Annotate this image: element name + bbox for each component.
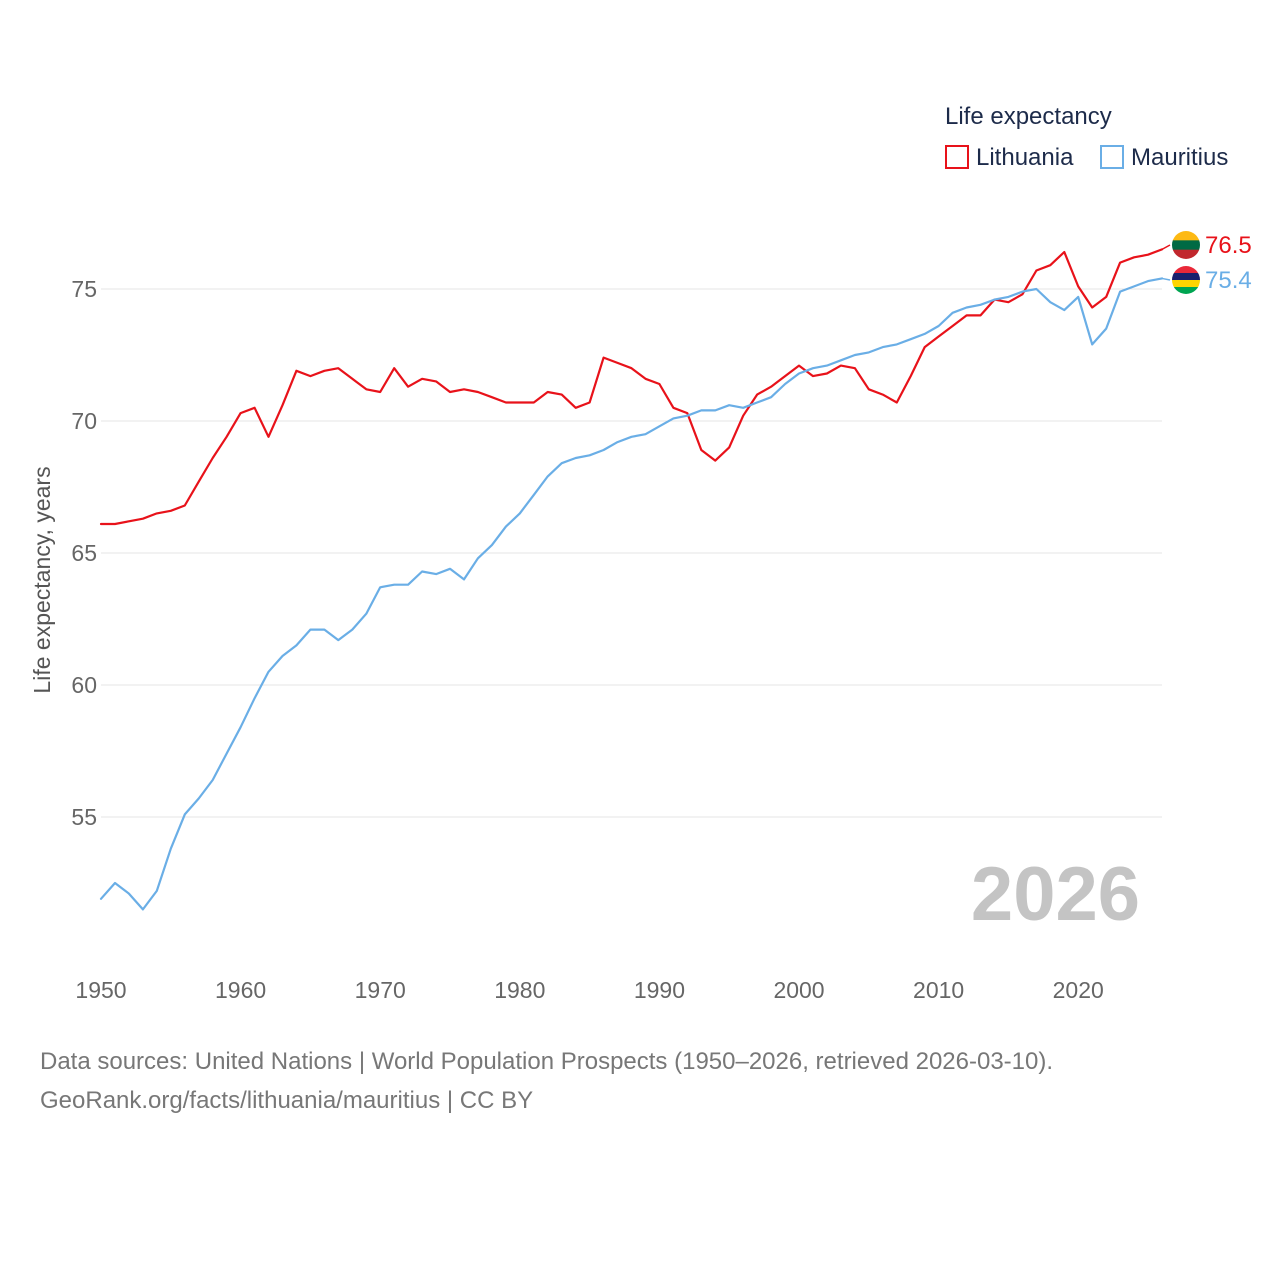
series-line-lithuania	[99, 248, 1164, 526]
series-line-mauritius	[99, 277, 1164, 911]
x-tick-label-2020: 2020	[1053, 977, 1104, 1003]
legend: Life expectancy Lithuania Mauritius	[945, 103, 1228, 171]
lithuania-flag-icon	[1172, 231, 1200, 259]
legend-swatch-lithuania	[945, 145, 969, 169]
legend-title: Life expectancy	[945, 103, 1112, 130]
legend-item-lithuania[interactable]: Lithuania	[945, 144, 1074, 171]
y-tick-label-70: 70	[71, 408, 97, 434]
mauritius-flag-icon	[1172, 266, 1200, 294]
x-tick-label-1950: 1950	[75, 977, 126, 1003]
y-tick-label-65: 65	[71, 540, 97, 566]
mauritius-flag-stripe	[1172, 287, 1200, 294]
series-lines	[99, 248, 1164, 911]
x-tick-label-2010: 2010	[913, 977, 964, 1003]
legend-label-lithuania: Lithuania	[976, 144, 1074, 171]
life-expectancy-chart: 55 60 65 70 75 1950 1960 1970 1980 1990 2000 2010 2…	[29, 103, 1252, 1003]
legend-item-mauritius[interactable]: Mauritius	[1100, 144, 1228, 171]
y-axis-ticks: 55 60 65 70 75	[71, 276, 97, 830]
y-tick-label-60: 60	[71, 672, 97, 698]
x-tick-label-1960: 1960	[215, 977, 266, 1003]
end-label-mauritius: 75.4	[1205, 267, 1252, 294]
end-connector-mauritius	[1161, 277, 1171, 281]
lithuania-flag-stripe	[1172, 231, 1200, 241]
mauritius-flag-stripe	[1172, 280, 1200, 288]
footer-credit[interactable]: GeoRank.org/facts/lithuania/mauritius | …	[40, 1087, 534, 1114]
mauritius-flag-stripe	[1172, 273, 1200, 281]
x-tick-label-1990: 1990	[634, 977, 685, 1003]
y-axis-title: Life expectancy, years	[29, 466, 55, 693]
legend-label-mauritius: Mauritius	[1131, 144, 1228, 171]
footer: Data sources: United Nations | World Pop…	[40, 1042, 1053, 1120]
x-tick-label-1980: 1980	[494, 977, 545, 1003]
end-labels: 76.5 75.4	[1161, 231, 1252, 294]
lithuania-flag-stripe	[1172, 249, 1200, 259]
x-tick-label-1970: 1970	[355, 977, 406, 1003]
mauritius-flag-stripe	[1172, 266, 1200, 274]
x-tick-label-2000: 2000	[773, 977, 824, 1003]
y-tick-label-75: 75	[71, 276, 97, 302]
legend-swatch-mauritius	[1100, 145, 1124, 169]
gridlines	[101, 288, 1162, 818]
lithuania-flag-stripe	[1172, 240, 1200, 251]
y-tick-label-55: 55	[71, 804, 97, 830]
footer-sources: Data sources: United Nations | World Pop…	[40, 1048, 1054, 1075]
x-axis-ticks: 1950 1960 1970 1980 1990 2000 2010 2020	[75, 977, 1103, 1003]
end-connector-lithuania	[1161, 244, 1171, 251]
year-watermark: 2026	[971, 852, 1140, 937]
end-label-lithuania: 76.5	[1205, 232, 1252, 259]
